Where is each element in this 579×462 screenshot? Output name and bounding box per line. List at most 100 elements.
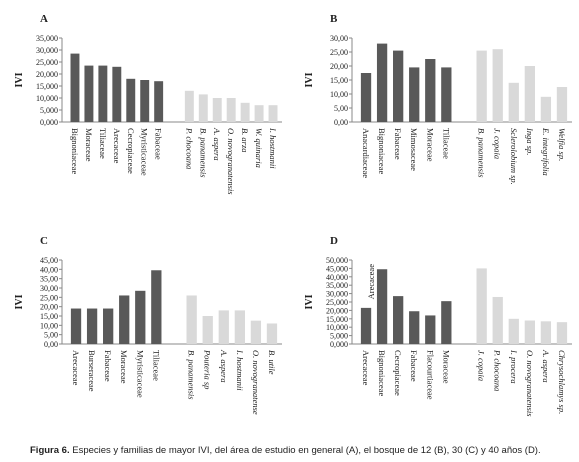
x-tick-label: Fabaceae xyxy=(103,350,113,382)
bar xyxy=(154,81,164,122)
y-tick-label: 35,00 xyxy=(40,275,58,284)
annotation: Arecaceae xyxy=(366,264,376,300)
bar xyxy=(250,320,262,344)
x-tick-label: Tiliaceae xyxy=(98,128,108,159)
bar xyxy=(184,90,194,122)
bar xyxy=(556,322,568,344)
bar xyxy=(556,87,568,122)
bar xyxy=(218,310,229,344)
bar xyxy=(151,270,162,344)
bar xyxy=(212,98,222,122)
x-tick-label: Bignoniaceae xyxy=(377,128,387,174)
bar xyxy=(360,73,372,122)
y-tick-label: 10,000 xyxy=(326,323,348,332)
y-tick-label: 30,00 xyxy=(330,34,348,43)
x-tick-label: B. utile xyxy=(267,350,277,375)
panel-title: B xyxy=(330,13,338,25)
x-tick-label: Arecaceae xyxy=(112,128,122,164)
x-tick-label: Cecropiaceae xyxy=(393,350,403,396)
y-tick-label: 50,000 xyxy=(326,256,348,265)
bar xyxy=(254,105,264,122)
bar xyxy=(508,318,519,344)
x-tick-label: I. hostmanii xyxy=(235,349,245,391)
x-tick-label: Cecropiaceae xyxy=(126,128,136,174)
y-tick-label: 0,00 xyxy=(334,118,348,127)
y-tick-label: 5,000 xyxy=(330,332,348,341)
bar xyxy=(376,43,388,122)
bar xyxy=(360,307,372,344)
x-tick-label: J. copaia xyxy=(477,350,487,381)
x-tick-label: I. hostmanii xyxy=(268,127,278,169)
y-tick-label: 20,000 xyxy=(36,70,58,79)
y-tick-label: 0,000 xyxy=(40,118,58,127)
bar xyxy=(492,296,503,344)
bar xyxy=(540,96,552,122)
panel: A IVI 0,000 5,000 10,000 15,000 20,000 25,000 30… xyxy=(14,13,282,195)
bar xyxy=(126,78,136,122)
x-tick-label: E. integrifolia xyxy=(541,127,551,176)
y-axis-label: IVI xyxy=(14,72,25,87)
x-tick-label: O. novogranatensis xyxy=(226,128,236,195)
x-tick-label: P. chocoana xyxy=(493,349,503,391)
x-tick-label: Anacardiaceae xyxy=(361,128,371,178)
x-tick-label: I. procera xyxy=(509,349,519,384)
y-tick-label: 5,000 xyxy=(40,106,58,115)
y-tick-label: 15,000 xyxy=(326,315,348,324)
caption: Figura 6. Especies y familias de mayor I… xyxy=(30,445,541,456)
x-tick-label: Chrysochlamys sp. xyxy=(557,350,567,414)
y-tick-label: 5,00 xyxy=(334,104,348,113)
x-tick-label: O. novogranatense xyxy=(251,350,261,415)
bar xyxy=(409,67,420,122)
bar xyxy=(393,296,404,344)
bar xyxy=(540,321,552,344)
bar xyxy=(186,295,197,344)
bar xyxy=(425,59,436,122)
x-tick-label: Welfia sp. xyxy=(557,128,567,161)
y-tick-label: 45,00 xyxy=(40,256,58,265)
bar xyxy=(140,80,150,122)
bar xyxy=(476,50,487,122)
bar xyxy=(86,308,98,344)
x-tick-label: B. panamensis xyxy=(187,350,197,400)
x-tick-label: Fabaceae xyxy=(154,128,164,160)
bar xyxy=(268,105,278,122)
caption-text: Especies y familias de mayor IVI, del ár… xyxy=(72,445,540,456)
x-tick-label: Arecaceae xyxy=(361,350,371,386)
x-tick-label: Arecaceae xyxy=(71,350,81,386)
x-tick-label: Moraceae xyxy=(119,350,129,384)
y-tick-label: 0,000 xyxy=(330,340,348,349)
y-tick-label: 15,00 xyxy=(330,76,348,85)
bar xyxy=(103,308,114,344)
x-tick-label: A. aspera xyxy=(212,127,222,161)
x-tick-label: J. copaia xyxy=(493,128,503,159)
y-tick-label: 10,000 xyxy=(36,94,58,103)
bar xyxy=(98,65,108,122)
bar xyxy=(135,290,146,344)
bar xyxy=(376,269,388,344)
panel-title: C xyxy=(40,235,48,247)
panel: D IVI 0,0005,00010,00015,00020,00025,00030… xyxy=(304,235,572,417)
x-tick-label: P. chocoana xyxy=(184,127,194,169)
y-tick-label: 25,000 xyxy=(326,298,348,307)
x-tick-label: B. panamensis xyxy=(477,128,487,178)
y-tick-label: 25,00 xyxy=(40,293,58,302)
y-tick-label: 15,00 xyxy=(40,312,58,321)
y-tick-label: 25,00 xyxy=(330,48,348,57)
x-tick-label: Pouteria sp xyxy=(203,349,213,389)
x-tick-label: Flacourtiaceae xyxy=(425,350,435,400)
bar xyxy=(70,53,80,122)
x-tick-label: W. quinaria xyxy=(254,128,264,168)
y-tick-label: 0,00 xyxy=(44,340,58,349)
y-tick-label: 20,00 xyxy=(330,62,348,71)
y-axis-label: IVI xyxy=(304,294,315,309)
x-tick-label: Burseraceae xyxy=(87,350,97,392)
bar xyxy=(409,311,420,344)
bar xyxy=(198,94,208,122)
bar xyxy=(524,320,535,344)
bar xyxy=(476,268,487,344)
bar xyxy=(524,66,535,122)
x-tick-label: Inga sp. xyxy=(525,127,535,155)
panel-title: A xyxy=(40,13,48,25)
x-tick-label: B. arza xyxy=(240,128,250,153)
